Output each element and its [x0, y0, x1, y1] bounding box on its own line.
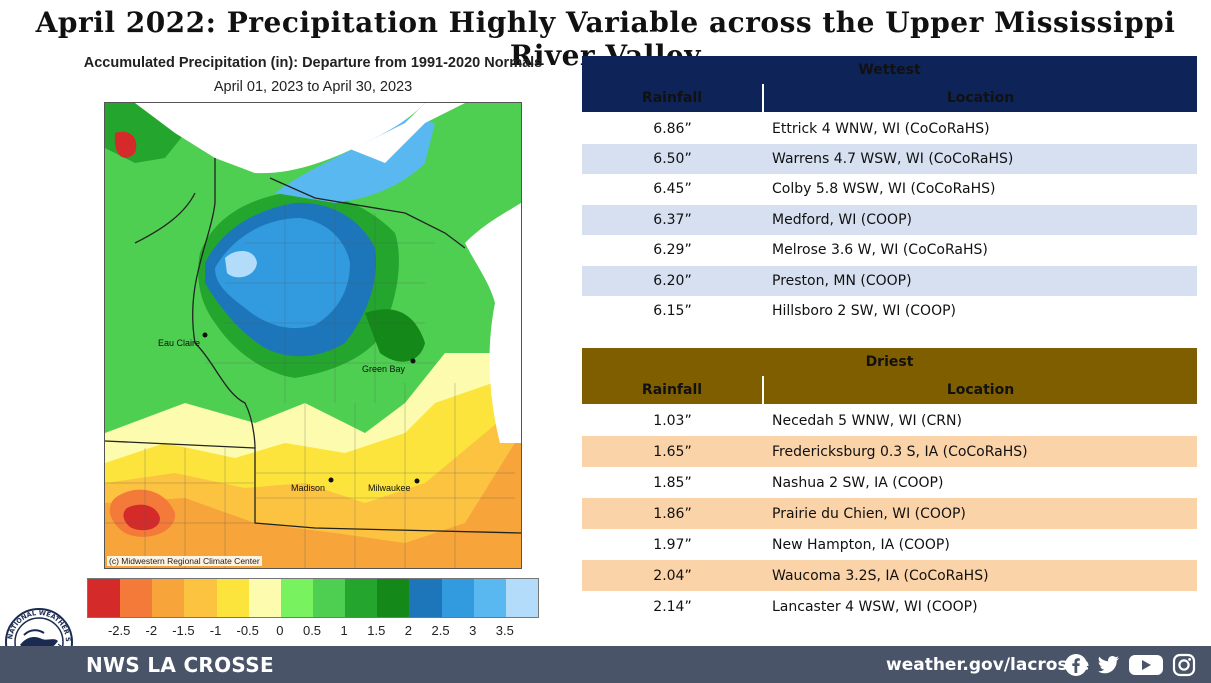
table-row: 6.86” Ettrick 4 WNW, WI (CoCoRaHS) [582, 113, 1197, 144]
rainfall-cell: 6.29” [653, 242, 692, 259]
precipitation-departure-map: Eau Claire Green Bay Madison Milwaukee (… [104, 102, 522, 569]
table-row: 6.15” Hillsboro 2 SW, WI (COOP) [582, 296, 1197, 327]
location-cell: Melrose 3.6 W, WI (CoCoRaHS) [772, 242, 988, 259]
twitter-icon[interactable] [1096, 653, 1120, 677]
rainfall-cell: 1.97” [653, 536, 692, 553]
table-row: 1.86” Prairie du Chien, WI (COOP) [582, 498, 1197, 529]
location-cell: Waucoma 3.2S, IA (CoCoRaHS) [772, 567, 989, 584]
legend-label: 0 [276, 623, 284, 638]
driest-table: Driest Rainfall Location 1.03” Necedah 5 W… [582, 348, 1197, 622]
legend-swatch [505, 579, 538, 617]
location-cell: Preston, MN (COOP) [772, 272, 912, 289]
legend-label: 0.5 [302, 623, 322, 638]
table-row: 6.45” Colby 5.8 WSW, WI (CoCoRaHS) [582, 174, 1197, 205]
location-cell: Warrens 4.7 WSW, WI (CoCoRaHS) [772, 150, 1014, 167]
map-subtitle: April 01, 2023 to April 30, 2023 [213, 79, 413, 95]
legend-swatch [441, 579, 474, 617]
rainfall-cell: 1.86” [653, 505, 692, 522]
footer-office-name: NWS LA CROSSE [86, 653, 274, 677]
legend-labels: -2.5 -2 -1.5 -1 -0.5 0 0.5 1 1.5 2 2.5 3 3.5 [87, 623, 537, 641]
legend-swatch [473, 579, 506, 617]
location-cell: Nashua 2 SW, IA (COOP) [772, 474, 944, 491]
legend-label: 2 [404, 623, 413, 638]
location-cell: Ettrick 4 WNW, WI (CoCoRaHS) [772, 120, 990, 137]
location-cell: Fredericksburg 0.3 S, IA (CoCoRaHS) [772, 443, 1028, 460]
table-row: 1.97” New Hampton, IA (COOP) [582, 529, 1197, 560]
youtube-icon[interactable] [1128, 653, 1164, 677]
rainfall-cell: 6.86” [653, 120, 692, 137]
legend-label: 3.5 [495, 623, 514, 638]
city-label: Green Bay [362, 364, 406, 374]
footer-url[interactable]: weather.gov/lacrosse [886, 655, 1090, 675]
legend-swatch [152, 579, 185, 617]
legend-swatch [345, 579, 378, 617]
location-cell: Medford, WI (COOP) [772, 211, 912, 228]
legend-swatch [312, 579, 346, 617]
table-row: 6.37” Medford, WI (COOP) [582, 204, 1197, 235]
rainfall-cell: 2.14” [653, 598, 692, 615]
facebook-icon[interactable] [1064, 653, 1088, 677]
rainfall-cell: 1.65” [653, 443, 692, 460]
page-title: April 2022: Precipitation Highly Variabl… [35, 6, 1176, 72]
legend-label: 1.5 [367, 623, 386, 638]
location-cell: Lancaster 4 WSW, WI (COOP) [772, 598, 978, 615]
rainfall-cell: 6.37” [653, 211, 692, 228]
legend-swatch [88, 579, 121, 617]
city-label: Madison [291, 483, 326, 493]
footer-bar: NWS LA CROSSE weather.gov/lacrosse [0, 646, 1211, 683]
legend-swatch [184, 579, 217, 617]
rainfall-cell: 1.03” [653, 413, 692, 429]
legend-label: -1.5 [172, 623, 195, 638]
legend-label: -2.5 [107, 623, 131, 638]
table-row: 2.04” Waucoma 3.2S, IA (CoCoRaHS) [582, 560, 1197, 591]
legend-label: -1 [209, 623, 222, 638]
legend-label: 3 [469, 623, 477, 638]
table-row: 1.03” Necedah 5 WNW, WI (CRN) [582, 405, 1197, 436]
legend-label: 2.5 [431, 623, 450, 638]
wettest-col-rainfall: Rainfall [582, 84, 763, 113]
legend-swatch [280, 579, 313, 617]
rainfall-cell: 6.15” [653, 303, 692, 320]
city-label: Milwaukee [368, 483, 411, 493]
location-cell: Colby 5.8 WSW, WI (CoCoRaHS) [772, 181, 996, 198]
location-cell: New Hampton, IA (COOP) [772, 536, 950, 553]
table-row: 1.85” Nashua 2 SW, IA (COOP) [582, 467, 1197, 498]
legend-label: -0.5 [236, 623, 259, 638]
legend-swatch [409, 579, 442, 617]
wettest-header: Wettest [582, 56, 1197, 84]
legend-label: -2 [145, 623, 158, 638]
legend-label: 1 [340, 623, 348, 638]
legend-swatch [216, 579, 249, 617]
map-title: Accumulated Precipitation (in): Departur… [83, 55, 543, 71]
table-row: 6.50” Warrens 4.7 WSW, WI (CoCoRaHS) [582, 143, 1197, 174]
rainfall-cell: 1.85” [653, 474, 692, 491]
map-credit: (c) Midwestern Regional Climate Center [107, 556, 262, 566]
location-cell: Necedah 5 WNW, WI (CRN) [772, 413, 962, 429]
table-row: 6.20” Preston, MN (COOP) [582, 265, 1197, 296]
legend-swatch [248, 579, 281, 617]
wettest-col-location: Location [762, 84, 1197, 113]
instagram-icon[interactable] [1172, 653, 1196, 677]
legend-swatch [377, 579, 410, 617]
rainfall-cell: 6.20” [653, 272, 692, 289]
driest-header: Driest [582, 348, 1197, 376]
city-label: Eau Claire [158, 338, 201, 348]
color-legend [87, 578, 539, 618]
table-row: 1.65” Fredericksburg 0.3 S, IA (CoCoRaHS) [582, 436, 1197, 467]
driest-col-rainfall: Rainfall [582, 376, 763, 405]
location-cell: Prairie du Chien, WI (COOP) [772, 505, 966, 522]
wettest-table: Wettest Rainfall Location 6.86” Ettrick 4 … [582, 56, 1197, 327]
driest-col-location: Location [762, 376, 1197, 405]
legend-swatch [120, 579, 153, 617]
map-graphic [105, 103, 521, 568]
table-row: 6.29” Melrose 3.6 W, WI (CoCoRaHS) [582, 235, 1197, 266]
rainfall-cell: 2.04” [653, 567, 692, 584]
rainfall-cell: 6.50” [653, 150, 692, 167]
rainfall-cell: 6.45” [653, 181, 692, 198]
location-cell: Hillsboro 2 SW, WI (COOP) [772, 303, 956, 320]
table-row: 2.14” Lancaster 4 WSW, WI (COOP) [582, 591, 1197, 622]
